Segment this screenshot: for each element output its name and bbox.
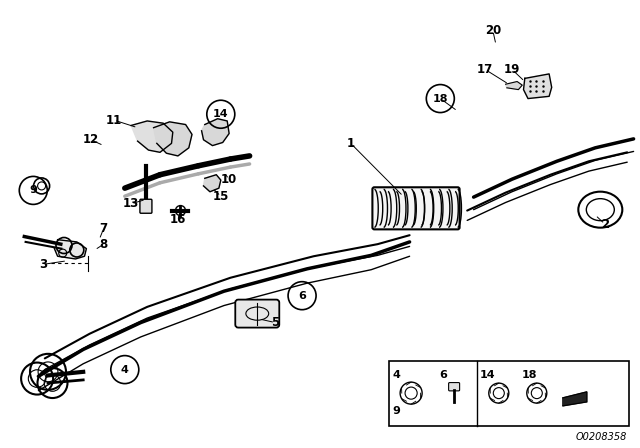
Text: 4: 4 bbox=[392, 370, 400, 380]
Polygon shape bbox=[204, 175, 221, 192]
Text: 9: 9 bbox=[392, 406, 400, 416]
Text: 8: 8 bbox=[100, 237, 108, 251]
Polygon shape bbox=[524, 74, 552, 99]
Polygon shape bbox=[154, 122, 192, 156]
Text: 4: 4 bbox=[121, 365, 129, 375]
Text: 14: 14 bbox=[480, 370, 495, 380]
Polygon shape bbox=[131, 121, 173, 152]
FancyBboxPatch shape bbox=[140, 199, 152, 213]
FancyBboxPatch shape bbox=[389, 361, 629, 426]
FancyBboxPatch shape bbox=[236, 300, 279, 327]
Text: 17: 17 bbox=[477, 63, 493, 76]
Text: 9: 9 bbox=[29, 185, 37, 195]
Polygon shape bbox=[506, 82, 522, 90]
Polygon shape bbox=[563, 392, 587, 406]
Text: 11: 11 bbox=[106, 113, 122, 127]
Text: 3: 3 bbox=[40, 258, 47, 271]
Text: 1: 1 bbox=[347, 137, 355, 150]
Text: 12: 12 bbox=[83, 133, 99, 146]
Ellipse shape bbox=[246, 307, 269, 320]
Text: 2: 2 bbox=[601, 217, 609, 231]
Text: 6: 6 bbox=[298, 291, 306, 301]
Text: 6: 6 bbox=[439, 370, 447, 380]
Text: 10: 10 bbox=[221, 172, 237, 186]
Polygon shape bbox=[54, 240, 86, 259]
Text: 7: 7 bbox=[100, 222, 108, 235]
Text: O0208358: O0208358 bbox=[576, 432, 627, 442]
Text: 13: 13 bbox=[123, 197, 140, 211]
Text: 20: 20 bbox=[484, 24, 501, 37]
FancyBboxPatch shape bbox=[372, 187, 460, 229]
Text: 19: 19 bbox=[504, 63, 520, 76]
Text: 16: 16 bbox=[170, 213, 186, 226]
Text: 18: 18 bbox=[433, 94, 448, 103]
Text: 15: 15 bbox=[212, 190, 229, 203]
FancyBboxPatch shape bbox=[449, 383, 460, 391]
Polygon shape bbox=[202, 119, 229, 146]
Text: 14: 14 bbox=[213, 109, 228, 119]
Text: 5: 5 bbox=[271, 316, 279, 329]
Text: 18: 18 bbox=[522, 370, 538, 380]
